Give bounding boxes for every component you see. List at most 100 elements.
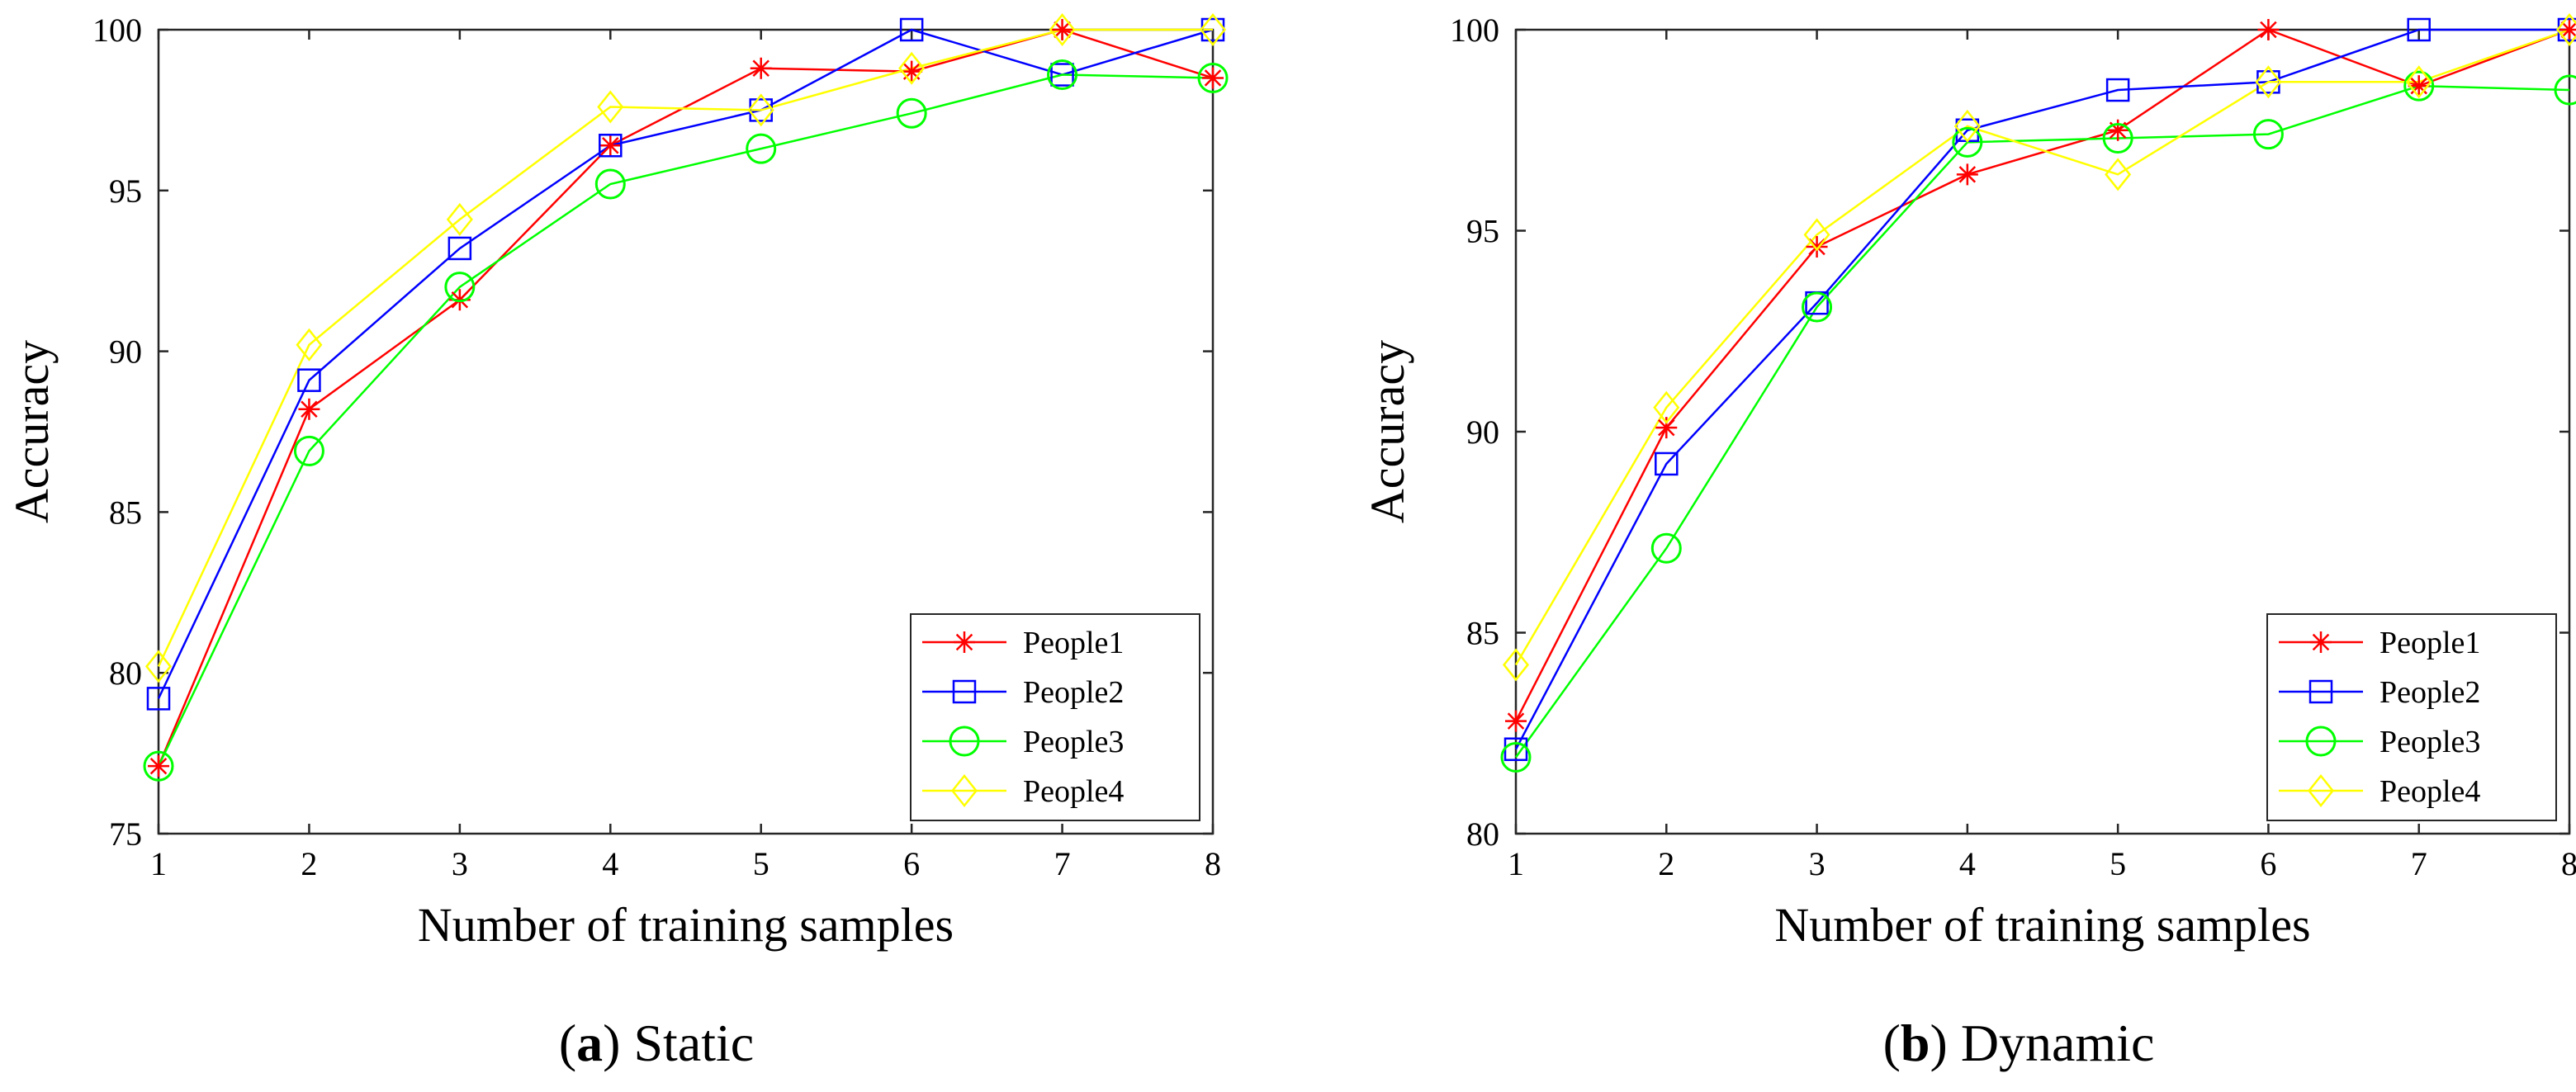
data-point-people2 [2105, 78, 2130, 102]
series-line-people4 [1514, 28, 2570, 666]
x-tick-label: 3 [1809, 845, 1825, 882]
data-point-people1 [901, 60, 923, 83]
y-axis-label: Accuracy [5, 340, 59, 523]
legend-marker-people3 [949, 726, 980, 757]
caption-text: Static [620, 1014, 754, 1072]
legend-marker-people1 [954, 631, 975, 653]
legend-marker-people4 [2307, 773, 2335, 808]
data-point-people4 [898, 51, 926, 85]
legend-label-people2: People2 [2379, 675, 2480, 710]
data-point-people4 [747, 93, 774, 127]
series-line-people3 [1514, 84, 2570, 759]
data-point-people2 [447, 236, 472, 261]
data-point-people4 [1953, 109, 1981, 143]
data-point-people4 [144, 650, 173, 683]
x-tick-label: 6 [2260, 845, 2276, 882]
data-point-people2 [899, 17, 924, 42]
data-point-people1 [2559, 19, 2576, 40]
caption-paren-open: ( [1883, 1014, 1901, 1072]
y-tick-label: 85 [1466, 615, 1499, 652]
y-tick-label: 85 [109, 494, 142, 531]
legend-marker-people4 [950, 773, 978, 808]
data-point-people3 [143, 750, 174, 782]
legend-marker-people1 [2310, 631, 2332, 653]
legend-label-people2: People2 [1023, 675, 1124, 710]
data-point-people4 [296, 328, 323, 362]
legend-label-people1: People1 [1023, 626, 1124, 660]
data-point-people4 [1502, 648, 1530, 682]
caption-paren-open: ( [559, 1014, 576, 1072]
data-point-people2 [599, 134, 623, 158]
legend-label-people1: People1 [2379, 626, 2480, 660]
series-line-people4 [157, 28, 1213, 667]
series-line-people2 [157, 28, 1214, 699]
panel-caption: (a) Static [559, 1014, 754, 1072]
x-tick-label: 5 [753, 845, 769, 882]
data-point-people3 [1952, 126, 1983, 158]
x-tick-label: 2 [301, 845, 317, 882]
x-tick-label: 5 [2110, 845, 2126, 882]
data-point-people2 [1655, 451, 1679, 476]
x-tick-label: 2 [1658, 845, 1674, 882]
y-tick-label: 75 [109, 815, 142, 853]
data-point-people3 [1802, 291, 1833, 323]
data-point-people3 [1047, 59, 1078, 91]
caption-text: Dynamic [1948, 1014, 2155, 1072]
series-line-people1 [1514, 28, 2570, 722]
legend-label-people4: People4 [2379, 774, 2480, 809]
legend-label-people3: People3 [2379, 725, 2480, 759]
data-point-people4 [1653, 390, 1680, 424]
legend-marker-people2 [2308, 679, 2333, 704]
data-point-people1 [1505, 710, 1527, 732]
data-point-people1 [599, 135, 622, 157]
y-tick-label: 100 [1450, 12, 1499, 49]
y-tick-label: 90 [1466, 414, 1499, 451]
data-point-people1 [2408, 75, 2430, 97]
y-tick-label: 95 [109, 173, 142, 210]
data-point-people3 [896, 97, 927, 129]
x-tick-label: 3 [452, 845, 468, 882]
x-tick-label: 8 [2561, 845, 2576, 882]
caption-paren-close: ) [1930, 1014, 1948, 1072]
data-point-people4 [2405, 65, 2432, 99]
data-point-people1 [1655, 417, 1678, 439]
caption-letter: b [1901, 1014, 1930, 1072]
data-point-people1 [1202, 67, 1224, 89]
plot-frame [157, 28, 1215, 835]
data-point-people3 [444, 272, 476, 303]
data-point-people4 [2255, 65, 2282, 99]
data-point-people2 [2407, 17, 2431, 42]
data-point-people4 [2555, 12, 2576, 47]
data-point-people4 [1803, 218, 1830, 252]
data-point-people2 [1050, 63, 1074, 87]
x-tick-label: 1 [1508, 845, 1524, 882]
series-line-people2 [1514, 28, 2569, 750]
x-tick-label: 7 [1054, 845, 1071, 882]
x-axis-label: Number of training samples [1774, 898, 2310, 952]
legend-marker-people2 [952, 679, 977, 704]
x-tick-label: 4 [1959, 845, 1976, 882]
data-point-people3 [2102, 122, 2133, 154]
caption-paren-close: ) [603, 1014, 620, 1072]
legend-label-people4: People4 [1023, 774, 1124, 809]
data-point-people3 [1500, 741, 1532, 773]
data-point-people1 [2107, 119, 2129, 141]
y-tick-label: 80 [109, 655, 142, 692]
x-axis-label: Number of training samples [418, 898, 954, 952]
data-point-people3 [293, 435, 324, 466]
data-point-people1 [148, 755, 169, 778]
data-point-people3 [2403, 70, 2435, 102]
data-point-people1 [2257, 19, 2280, 40]
chart-panel-1: 1 2 3 4 5 6 7 8 75 80 85 90 95 100 Number of training … [5, 12, 1229, 1072]
y-tick-label: 80 [1466, 815, 1499, 853]
data-point-people1 [750, 57, 772, 79]
legend: People1 People2 People3 People4 [910, 613, 1200, 821]
caption-letter: a [576, 1014, 603, 1072]
chart-panel-2: 1 2 3 4 5 6 7 8 80 85 90 95 100 Number of training sa… [1361, 12, 2576, 1072]
panel-caption: (b) Dynamic [1883, 1014, 2155, 1072]
data-point-people3 [594, 168, 626, 200]
data-point-people4 [1049, 12, 1076, 47]
data-point-people3 [1650, 532, 1682, 564]
data-point-people4 [446, 202, 473, 236]
x-tick-label: 1 [150, 845, 167, 882]
